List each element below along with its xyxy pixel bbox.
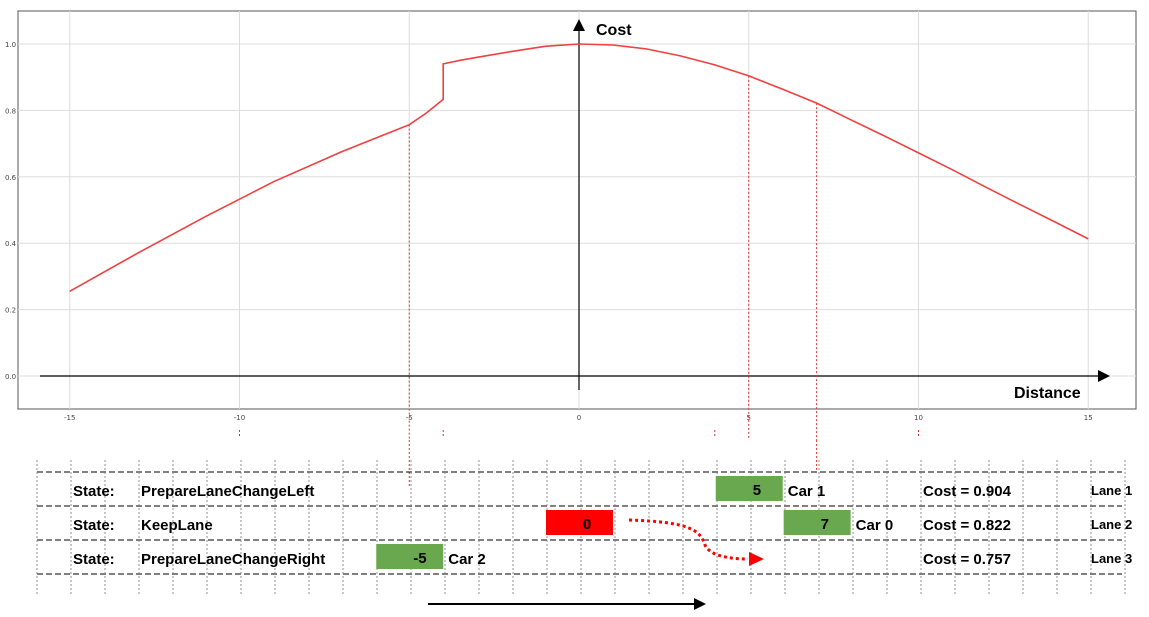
lane-row-1: State: PrepareLaneChangeLeft Cost = 0.90… bbox=[73, 483, 1132, 500]
car-distance: 5 bbox=[753, 482, 761, 499]
x-tick-label: -15 bbox=[64, 414, 75, 422]
cost-value: Cost = 0.822 bbox=[923, 517, 1011, 534]
y-tick-label: 0.6 bbox=[5, 174, 17, 182]
x-tick-label: 10 bbox=[914, 414, 923, 422]
car: 7 Car 0 bbox=[784, 510, 894, 535]
car-box bbox=[546, 510, 613, 535]
y-tick-label: 0.8 bbox=[5, 107, 16, 115]
cost-value: Cost = 0.904 bbox=[923, 483, 1012, 500]
car-name: Car 1 bbox=[788, 483, 826, 500]
cost-value: Cost = 0.757 bbox=[923, 551, 1011, 568]
car-name: Car 2 bbox=[448, 551, 486, 568]
plot-frame bbox=[18, 11, 1136, 409]
y-axis-label: Cost bbox=[596, 22, 632, 39]
car: 5 Car 1 bbox=[716, 476, 826, 501]
state-label: State: bbox=[73, 551, 115, 568]
state-label: State: bbox=[73, 483, 115, 500]
x-tick-label: 0 bbox=[577, 414, 581, 422]
y-tick-label: 0.4 bbox=[5, 240, 17, 248]
y-axis-arrowhead bbox=[573, 19, 585, 31]
x-axis-arrowhead bbox=[1098, 370, 1110, 382]
car-name: Car 0 bbox=[856, 517, 894, 534]
lane-label: Lane 3 bbox=[1091, 551, 1132, 566]
x-tick-label: -10 bbox=[234, 414, 245, 422]
y-tick-label: 0.0 bbox=[5, 373, 16, 381]
car: -5 Car 2 bbox=[376, 544, 486, 569]
lane-row-3: State: PrepareLaneChangeRight Cost = 0.7… bbox=[73, 551, 1132, 568]
x-axis-label: Distance bbox=[1014, 385, 1081, 402]
x-tick-label: 15 bbox=[1084, 414, 1093, 422]
car: 0 bbox=[546, 510, 613, 535]
plot-grid bbox=[18, 11, 1136, 409]
car-distance: -5 bbox=[413, 550, 426, 567]
car-distance: 7 bbox=[821, 516, 829, 533]
lane-label: Lane 2 bbox=[1091, 517, 1132, 532]
lane-label: Lane 1 bbox=[1091, 483, 1132, 498]
car-box bbox=[784, 510, 851, 535]
car-distance: 0 bbox=[583, 516, 591, 533]
car-box bbox=[716, 476, 783, 501]
cars: 5 Car 1 0 7 Car 0 -5 Car 2 bbox=[376, 476, 893, 569]
state-name: PrepareLaneChangeLeft bbox=[141, 483, 314, 500]
direction-arrowhead-icon bbox=[694, 598, 706, 610]
y-tick-label: 1.0 bbox=[5, 41, 16, 49]
trajectory-arrowhead-icon bbox=[749, 552, 764, 566]
state-label: State: bbox=[73, 517, 115, 534]
axis-ticks: -15-10-50510150.00.20.40.60.81.0 bbox=[5, 41, 1093, 422]
state-name: KeepLane bbox=[141, 517, 213, 534]
car-box bbox=[376, 544, 443, 569]
state-name: PrepareLaneChangeRight bbox=[141, 551, 325, 568]
y-tick-label: 0.2 bbox=[5, 307, 16, 315]
